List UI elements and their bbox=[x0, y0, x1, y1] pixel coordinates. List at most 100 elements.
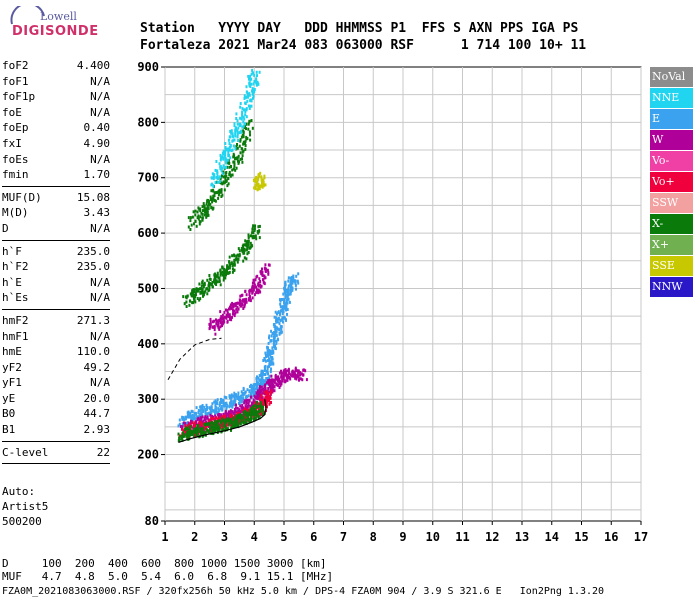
echo-point bbox=[237, 247, 240, 251]
echo-point bbox=[253, 236, 256, 239]
echo-point bbox=[243, 305, 246, 309]
param-value: 20.0 bbox=[83, 391, 111, 405]
echo-point bbox=[191, 430, 194, 433]
echo-point bbox=[209, 278, 212, 281]
echo-point bbox=[267, 372, 269, 376]
echo-point bbox=[276, 327, 279, 331]
echo-point bbox=[257, 231, 260, 235]
echo-point bbox=[258, 387, 261, 391]
echo-point bbox=[205, 422, 208, 426]
echo-point bbox=[222, 399, 225, 403]
echo-point bbox=[271, 346, 274, 350]
echo-point bbox=[271, 356, 274, 359]
echo-point bbox=[238, 302, 241, 306]
echo-point bbox=[246, 417, 249, 421]
echo-point bbox=[241, 112, 244, 116]
echo-point bbox=[211, 429, 214, 433]
echo-point bbox=[289, 377, 292, 381]
echo-point bbox=[214, 399, 217, 403]
echo-point bbox=[240, 390, 243, 394]
param-row: yE 20.0 bbox=[2, 391, 110, 407]
param-value: 44.7 bbox=[83, 407, 111, 421]
echo-point bbox=[250, 104, 253, 108]
echo-point bbox=[250, 393, 253, 397]
echo-point bbox=[300, 372, 303, 376]
echo-point bbox=[284, 302, 287, 306]
echo-point bbox=[246, 246, 249, 250]
echo-point bbox=[253, 384, 256, 388]
echo-point bbox=[257, 173, 260, 177]
echo-point bbox=[242, 149, 245, 153]
echo-point bbox=[209, 413, 212, 417]
echo-point bbox=[223, 155, 226, 159]
echo-point bbox=[233, 164, 236, 168]
echo-point bbox=[218, 188, 221, 192]
echo-point bbox=[238, 122, 241, 126]
echo-point bbox=[261, 369, 264, 373]
echo-point bbox=[274, 344, 277, 348]
echo-point bbox=[279, 311, 282, 315]
param-label: D bbox=[2, 221, 9, 235]
echo-point bbox=[214, 420, 217, 423]
param-value: 271.3 bbox=[76, 313, 110, 327]
echo-point bbox=[278, 377, 281, 381]
echo-point bbox=[246, 398, 249, 402]
param-separator bbox=[2, 440, 110, 442]
echo-point bbox=[265, 392, 268, 396]
echo-point bbox=[239, 413, 242, 417]
echo-point bbox=[215, 422, 218, 426]
echo-point bbox=[259, 397, 262, 401]
echo-point bbox=[236, 411, 239, 415]
echo-point bbox=[231, 394, 234, 398]
echo-point bbox=[212, 424, 215, 428]
echo-point bbox=[196, 216, 199, 220]
echo-point bbox=[225, 308, 227, 312]
echo-point bbox=[278, 313, 281, 317]
echo-point bbox=[200, 211, 203, 215]
echo-point bbox=[221, 172, 224, 175]
param-row: yF2 49.2 bbox=[2, 360, 110, 376]
echo-point bbox=[246, 405, 249, 408]
echo-point bbox=[222, 157, 225, 161]
echo-point bbox=[265, 396, 268, 400]
echo-point bbox=[196, 434, 199, 438]
echo-point bbox=[274, 310, 277, 314]
echo-point bbox=[251, 235, 254, 239]
echo-point bbox=[253, 227, 256, 231]
echo-point bbox=[244, 113, 247, 117]
echo-point bbox=[241, 247, 244, 251]
echo-point bbox=[232, 305, 235, 309]
echo-point bbox=[235, 403, 237, 407]
echo-point bbox=[194, 209, 197, 213]
echo-point bbox=[223, 268, 226, 271]
echo-point bbox=[267, 353, 270, 357]
echo-point bbox=[281, 375, 284, 379]
echo-point bbox=[211, 409, 214, 413]
echo-point bbox=[258, 378, 261, 382]
param-row: fmin 1.70 bbox=[2, 167, 110, 183]
echo-point bbox=[231, 254, 234, 258]
echo-point bbox=[262, 399, 264, 403]
echo-point bbox=[299, 371, 302, 375]
echo-point bbox=[232, 312, 234, 316]
auto-line-2: Artist5 bbox=[2, 500, 49, 513]
param-label: foF1p bbox=[2, 90, 36, 104]
echo-point bbox=[225, 315, 228, 319]
echo-point bbox=[213, 277, 216, 281]
echo-point bbox=[260, 374, 263, 377]
echo-point bbox=[216, 398, 219, 402]
echo-point bbox=[211, 320, 214, 324]
echo-point bbox=[213, 319, 216, 323]
echo-point bbox=[235, 419, 238, 423]
param-label: C-level bbox=[2, 445, 49, 459]
echo-point bbox=[208, 200, 211, 204]
echo-point bbox=[182, 421, 185, 425]
echo-point bbox=[192, 288, 195, 292]
echo-point bbox=[249, 412, 252, 416]
echo-point bbox=[283, 288, 286, 292]
echo-point bbox=[181, 415, 184, 419]
echo-point bbox=[261, 267, 263, 271]
echo-point bbox=[252, 94, 255, 98]
echo-point bbox=[248, 293, 251, 297]
echo-point bbox=[202, 285, 205, 289]
